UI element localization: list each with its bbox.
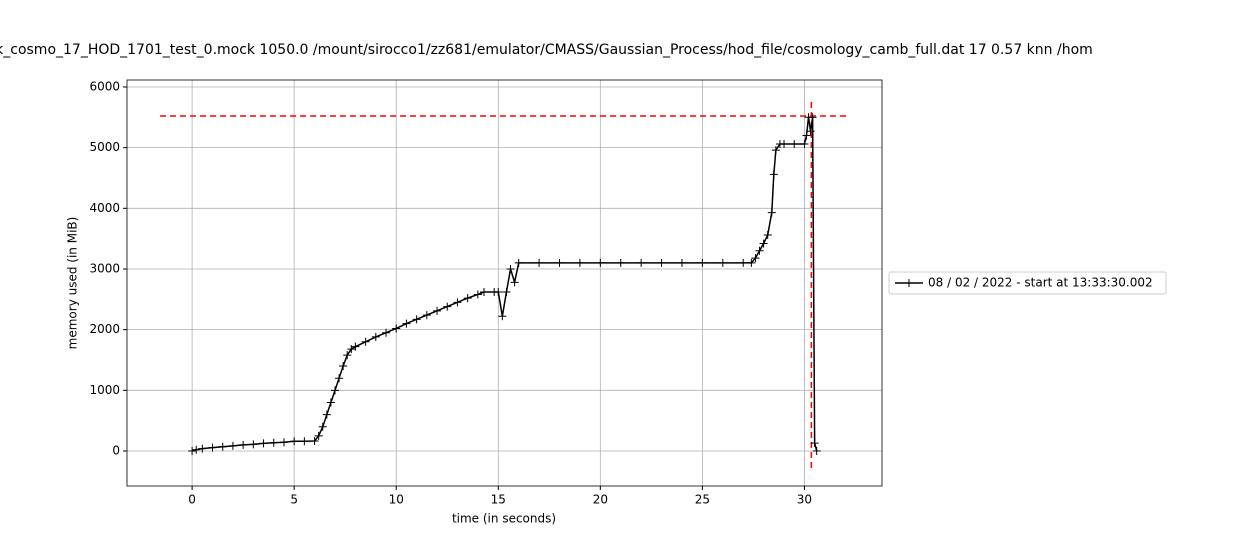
data-point (596, 258, 605, 267)
data-point (422, 311, 431, 320)
data-point (198, 444, 207, 453)
data-point (318, 422, 327, 431)
x-tick-label: 25 (695, 493, 710, 507)
data-point (637, 258, 646, 267)
data-line (191, 117, 818, 452)
data-point (330, 386, 339, 395)
data-point (339, 362, 348, 371)
data-point (322, 410, 331, 419)
data-point (361, 337, 370, 346)
data-point (382, 328, 391, 337)
data-point (412, 315, 421, 324)
data-point (259, 439, 268, 448)
x-tick-label: 30 (797, 493, 812, 507)
y-tick-label: 4000 (89, 201, 120, 215)
data-point (800, 140, 809, 149)
data-point (498, 312, 507, 321)
plot-frame (126, 79, 883, 487)
x-axis-label: time (in seconds) (452, 512, 556, 526)
data-point (763, 231, 772, 240)
data-point (249, 440, 258, 449)
data-point (555, 258, 564, 267)
data-point (806, 127, 815, 136)
legend-marker (905, 279, 913, 287)
x-tick-label: 5 (290, 493, 298, 507)
data-point (463, 294, 472, 303)
y-tick-label: 1000 (89, 383, 120, 397)
data-point (718, 258, 727, 267)
data-point (769, 170, 778, 179)
y-tick-label: 2000 (89, 322, 120, 336)
x-tick-label: 15 (491, 493, 506, 507)
data-point (510, 278, 519, 287)
data-point (290, 437, 299, 446)
data-point (780, 140, 789, 149)
data-point (347, 345, 356, 354)
data-point (502, 288, 511, 297)
data-point (657, 258, 666, 267)
x-tick-label: 20 (593, 493, 608, 507)
data-point (279, 438, 288, 447)
data-point (208, 443, 217, 452)
data-point (402, 319, 411, 328)
data-point (239, 440, 248, 449)
data-point (759, 239, 768, 248)
chart-title: mocks/mock_cosmo_17_HOD_1701_test_0.mock… (0, 42, 1093, 58)
data-point (314, 431, 323, 440)
data-point (443, 302, 452, 311)
data-point (494, 288, 503, 297)
data-point (300, 437, 309, 446)
data-point (479, 288, 488, 297)
data-point (767, 208, 776, 217)
data-point (755, 246, 764, 255)
data-point (802, 131, 811, 140)
x-tick-label: 10 (389, 493, 404, 507)
data-point (698, 258, 707, 267)
data-point (810, 439, 819, 448)
data-point (747, 258, 756, 267)
data-point (269, 438, 278, 447)
data-point (808, 113, 817, 122)
data-point (192, 445, 201, 454)
y-axis-label: memory used (in MiB) (66, 217, 80, 350)
data-point (514, 258, 523, 267)
data-point (771, 146, 780, 155)
data-point (739, 258, 748, 267)
x-tick-label: 0 (188, 493, 196, 507)
legend-label: 08 / 02 / 2022 - start at 13:33:30.002 (928, 276, 1153, 290)
data-point (616, 258, 625, 267)
data-point (392, 324, 401, 333)
legend-box (888, 271, 1167, 295)
data-point (343, 351, 352, 360)
data-point (188, 446, 197, 455)
data-point (433, 306, 442, 315)
data-point (506, 264, 515, 273)
data-point (218, 442, 227, 451)
data-point (351, 342, 360, 351)
data-point (326, 398, 335, 407)
data-point (371, 332, 380, 341)
data-point (335, 374, 344, 383)
data-point (453, 298, 462, 307)
data-point (677, 258, 686, 267)
data-point (575, 258, 584, 267)
data-point (228, 441, 237, 450)
data-point (790, 140, 799, 149)
data-point (751, 254, 760, 263)
y-tick-label: 6000 (89, 79, 120, 93)
y-tick-label: 5000 (89, 140, 120, 154)
data-point (473, 290, 482, 299)
y-tick-label: 0 (112, 443, 120, 457)
y-tick-label: 3000 (89, 261, 120, 275)
data-point (812, 446, 821, 455)
data-point (535, 258, 544, 267)
data-point (310, 436, 319, 445)
